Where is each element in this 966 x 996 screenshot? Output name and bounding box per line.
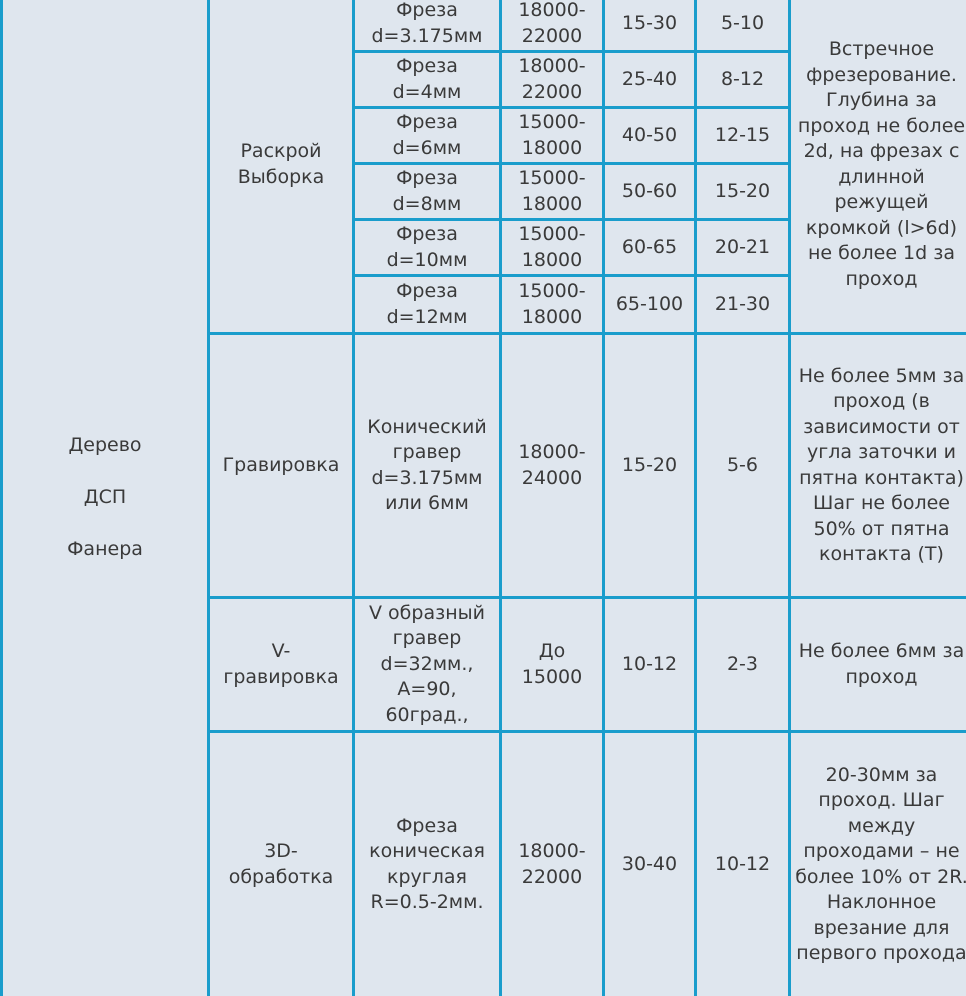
- feed-cell: 15-30: [602, 0, 697, 53]
- feed-cell: 10-12: [602, 596, 697, 733]
- note-cell: Встречное фрезерование. Глубина за прохо…: [788, 0, 966, 335]
- plunge-cell: 12-15: [694, 106, 791, 165]
- rpm-cell: До 15000: [499, 596, 605, 733]
- note-cell: 20-30мм за проход. Шаг между проходами –…: [788, 730, 966, 996]
- feed-cell: 15-20: [602, 332, 697, 599]
- operation-cell: 3D- обработка: [207, 730, 355, 996]
- plunge-cell: 2-3: [694, 596, 791, 733]
- tool-cell: Фреза d=12мм: [352, 274, 502, 335]
- rpm-cell: 15000- 18000: [499, 162, 605, 221]
- note-cell: Не более 6мм за проход: [788, 596, 966, 733]
- plunge-cell: 15-20: [694, 162, 791, 221]
- feed-cell: 50-60: [602, 162, 697, 221]
- rpm-cell: 15000- 18000: [499, 106, 605, 165]
- rpm-cell: 15000- 18000: [499, 218, 605, 277]
- plunge-cell: 5-6: [694, 332, 791, 599]
- table-row: Фреза d=12мм 15000- 18000 65-100 21-30: [2, 274, 966, 335]
- feed-cell: 30-40: [602, 730, 697, 996]
- tool-cell: Конический гравер d=3.175мм или 6мм: [352, 332, 502, 599]
- operation-cell: Гравировка: [207, 332, 355, 599]
- tool-cell: Фреза d=3.175мм: [352, 0, 502, 53]
- operation-cell: V- гравировка: [207, 596, 355, 733]
- table-row: Фреза d=10мм 15000- 18000 60-65 20-21: [2, 218, 966, 277]
- rpm-cell: 18000- 22000: [499, 50, 605, 109]
- table-row: Гравировка Конический гравер d=3.175мм и…: [2, 332, 966, 599]
- rpm-cell: 15000- 18000: [499, 274, 605, 335]
- feed-cell: 25-40: [602, 50, 697, 109]
- material-cell: Дерево ДСП Фанера: [0, 0, 210, 996]
- table-row: Фреза d=8мм 15000- 18000 50-60 15-20: [2, 162, 966, 221]
- tool-cell: Фреза d=10мм: [352, 218, 502, 277]
- table-row: Фреза d=4мм 18000- 22000 25-40 8-12: [2, 50, 966, 109]
- tool-cell: V образный гравер d=32мм., A=90, 60град.…: [352, 596, 502, 733]
- tool-cell: Фреза коническая круглая R=0.5-2мм.: [352, 730, 502, 996]
- tool-cell: Фреза d=4мм: [352, 50, 502, 109]
- tool-cell: Фреза d=8мм: [352, 162, 502, 221]
- rpm-cell: 18000- 24000: [499, 332, 605, 599]
- operation-cell: Раскрой Выборка: [207, 0, 355, 335]
- plunge-cell: 5-10: [694, 0, 791, 53]
- table-row: 3D- обработка Фреза коническая круглая R…: [2, 730, 966, 996]
- table-row: V- гравировка V образный гравер d=32мм.,…: [2, 596, 966, 733]
- rpm-cell: 18000- 22000: [499, 0, 605, 53]
- rpm-cell: 18000- 22000: [499, 730, 605, 996]
- table-row: Фреза d=6мм 15000- 18000 40-50 12-15: [2, 106, 966, 165]
- feed-cell: 40-50: [602, 106, 697, 165]
- plunge-cell: 21-30: [694, 274, 791, 335]
- note-cell: Не более 5мм за проход (в зависимости от…: [788, 332, 966, 599]
- plunge-cell: 20-21: [694, 218, 791, 277]
- tool-cell: Фреза d=6мм: [352, 106, 502, 165]
- plunge-cell: 10-12: [694, 730, 791, 996]
- feed-cell: 60-65: [602, 218, 697, 277]
- plunge-cell: 8-12: [694, 50, 791, 109]
- feed-cell: 65-100: [602, 274, 697, 335]
